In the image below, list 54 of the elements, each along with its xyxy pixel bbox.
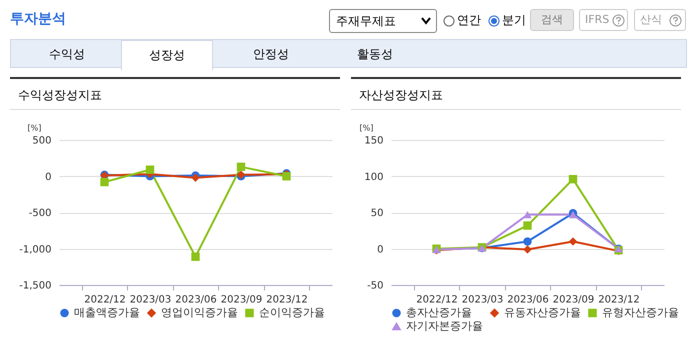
text: 성장성 bbox=[121, 40, 213, 70]
y-tick-label: 0 bbox=[45, 172, 52, 183]
text: 연간 bbox=[457, 12, 481, 29]
x-tick-label: 2023/03 bbox=[130, 294, 172, 306]
point bbox=[523, 237, 532, 246]
point bbox=[191, 174, 200, 182]
x-tick-label: 2022/12 bbox=[416, 294, 458, 306]
point bbox=[568, 237, 578, 246]
text: 주재무제표 bbox=[329, 9, 437, 33]
x-tick-label: 2023/03 bbox=[462, 294, 504, 306]
x-tick-label: 2023/12 bbox=[266, 294, 308, 306]
point bbox=[523, 221, 532, 230]
point bbox=[191, 252, 200, 261]
y-axis-title: [%] bbox=[360, 124, 374, 132]
legend-label: 유형자산증가율 bbox=[602, 306, 679, 319]
chart-title: 자산성장성지표 bbox=[359, 87, 443, 104]
point bbox=[523, 211, 532, 218]
legend-label: 순이익증가율 bbox=[259, 306, 325, 319]
point bbox=[100, 178, 109, 186]
text: 산식 bbox=[634, 9, 686, 31]
point bbox=[236, 162, 246, 172]
y-tick-label: 0 bbox=[377, 244, 384, 256]
y-tick-label: 50 bbox=[370, 208, 384, 219]
x-tick-label: 2023/06 bbox=[507, 294, 549, 306]
y-tick-label: -1,000 bbox=[19, 244, 52, 256]
x-tick-label: 2023/06 bbox=[175, 294, 217, 306]
text: 안정성 bbox=[252, 46, 290, 63]
legend-label: 영업이익증가율 bbox=[161, 306, 238, 319]
y-tick-label: -500 bbox=[28, 208, 52, 219]
text: 검색 bbox=[530, 9, 574, 31]
point bbox=[146, 166, 154, 174]
legend-label: 총자산증가율 bbox=[406, 306, 472, 319]
chart-title: 수익성장성지표 bbox=[18, 87, 102, 104]
text: 수익성 bbox=[48, 46, 86, 63]
legend-label: 매출액증가율 bbox=[74, 306, 140, 319]
point bbox=[568, 174, 578, 184]
y-tick-label: 150 bbox=[364, 136, 384, 146]
y-tick-label: 100 bbox=[364, 172, 384, 183]
legend-label: 유동자산증가율 bbox=[504, 306, 581, 319]
x-tick-label: 2023/12 bbox=[598, 294, 640, 306]
y-tick-label: -50 bbox=[367, 280, 384, 292]
y-axis-title: [%] bbox=[28, 124, 42, 132]
point bbox=[282, 172, 291, 180]
y-tick-label: -1,500 bbox=[19, 280, 52, 292]
y-tick-label: 500 bbox=[32, 136, 52, 146]
legend-label: 자기자본증가율 bbox=[406, 320, 483, 332]
text: 활동성 bbox=[356, 46, 394, 63]
x-tick-label: 2023/09 bbox=[220, 294, 262, 306]
text: IFRS bbox=[579, 9, 628, 31]
text: 투자분석 bbox=[10, 10, 66, 28]
point bbox=[523, 245, 532, 254]
x-tick-label: 2022/12 bbox=[84, 294, 126, 306]
x-tick-label: 2023/09 bbox=[552, 294, 594, 306]
text: 분기 bbox=[502, 12, 526, 29]
